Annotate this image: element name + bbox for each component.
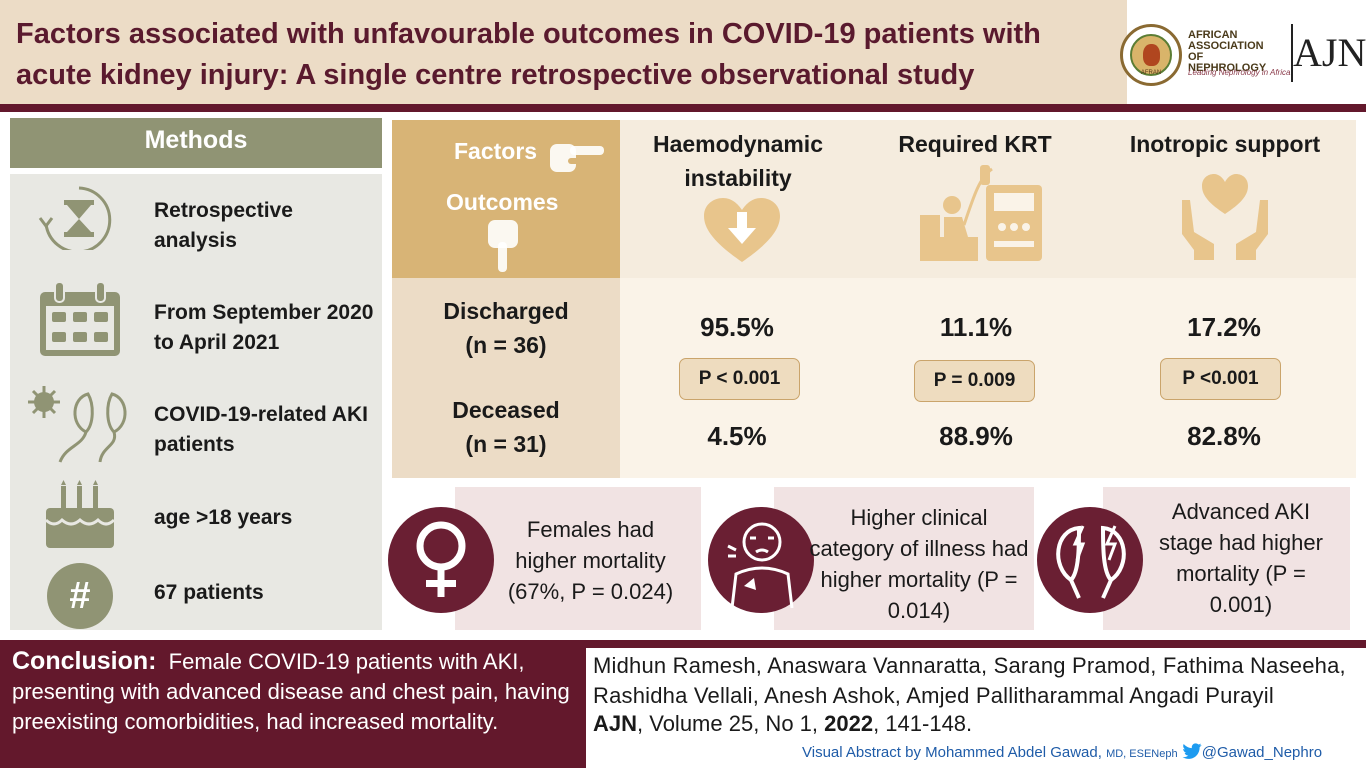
- female-symbol-icon: [416, 521, 466, 597]
- finding-clinical: Higher clinical category of illness had …: [809, 505, 1029, 623]
- deceased-haemodynamic-value: 4.5%: [707, 421, 767, 451]
- p-value-inotropic: P <0.001: [1160, 358, 1281, 400]
- deceased-inotropic-value: 82.8%: [1187, 421, 1261, 451]
- birthday-cake-icon: [44, 480, 116, 548]
- credit-handle: @Gawad_Nephro: [1201, 744, 1323, 761]
- methods-heading: Methods: [10, 118, 382, 168]
- outcomes-label: Outcomes: [446, 189, 559, 215]
- method-design: Retrospective analysis: [154, 199, 293, 252]
- reference-panel: [586, 640, 1366, 768]
- discharged-haemodynamic-value: 95.5%: [700, 312, 774, 342]
- dialysis-icon: [920, 165, 1042, 261]
- conclusion-label: Conclusion:: [12, 647, 157, 675]
- authors: Midhun Ramesh, Anaswara Vannaratta, Sara…: [593, 653, 1346, 708]
- society-tagline: Leading Nephrology in Africa: [1188, 68, 1291, 77]
- group-deceased-label: Deceased: [452, 397, 560, 423]
- citation-journal: AJN: [593, 711, 638, 736]
- method-age: age >18 years: [154, 506, 293, 529]
- journal-logo: AJN: [1291, 24, 1366, 82]
- column-label-krt: Required KRT: [898, 131, 1052, 157]
- method-sample: 67 patients: [154, 581, 264, 604]
- pointing-hand-down-icon: [488, 220, 518, 272]
- group-discharged: Discharged (n = 36): [400, 294, 612, 362]
- conclusion-panel: [0, 640, 586, 768]
- deceased-krt-value: 88.9%: [939, 421, 1013, 451]
- discharged-inotropic-value: 17.2%: [1187, 312, 1261, 342]
- group-deceased: Deceased (n = 31): [400, 393, 612, 461]
- methods-panel: [10, 174, 382, 630]
- group-deceased-n: (n = 31): [465, 431, 547, 457]
- finding-card-female: [455, 487, 701, 630]
- group-discharged-label: Discharged: [443, 298, 569, 324]
- conclusion: Conclusion: Female COVID-19 patients wit…: [12, 646, 582, 737]
- column-label-haemodynamic: Haemodynamic instability: [652, 131, 823, 191]
- kidney-seal-icon: [1143, 44, 1160, 66]
- finding-aki: Advanced AKI stage had higher mortality …: [1159, 499, 1323, 617]
- heart-down-arrow-icon: [704, 198, 780, 262]
- column-label-inotropic: Inotropic support: [1129, 131, 1321, 157]
- group-labels-cell: [392, 278, 620, 478]
- credit: Visual Abstract by Mohammed Abdel Gawad,…: [802, 743, 1322, 761]
- page-title: Factors associated with unfavourable out…: [16, 18, 1041, 91]
- calendar-icon: [40, 282, 120, 356]
- patient-chest-pain-icon: [727, 522, 794, 608]
- group-discharged-n: (n = 36): [465, 332, 547, 358]
- finding-card-clinical: [774, 487, 1034, 630]
- title-banner: Factors associated with unfavourable out…: [0, 0, 1127, 104]
- svg-text:#: #: [69, 575, 90, 617]
- aan-seal-logo: AFRAN: [1120, 24, 1182, 86]
- kidneys-icon: [1056, 525, 1126, 599]
- credit-text: Visual Abstract by Mohammed Abdel Gawad,: [802, 744, 1102, 761]
- hash-icon: #: [47, 563, 113, 629]
- conclusion-text: Female COVID-19 patients with AKI, prese…: [12, 649, 570, 734]
- finding-female: Females had higher mortality (67%, P = 0…: [507, 517, 674, 604]
- society-name: AFRICAN ASSOCIATION OF NEPHROLOGY: [1188, 29, 1267, 74]
- citation-volume: , Volume 25, No 1,: [637, 711, 825, 736]
- factors-label: Factors: [454, 138, 538, 164]
- virus-kidney-icon: [28, 386, 127, 463]
- pointing-hand-right-icon: [550, 144, 604, 172]
- discharged-krt-value: 11.1%: [939, 312, 1013, 342]
- hands-heart-icon: [1182, 174, 1268, 260]
- citation-year: 2022: [824, 711, 874, 736]
- method-period: From September 2020 to April 2021: [154, 301, 374, 354]
- header-divider: [0, 104, 1366, 112]
- hourglass-icon: [38, 186, 112, 250]
- p-value-haemodynamic: P < 0.001: [679, 358, 800, 400]
- p-value-krt: P = 0.009: [914, 360, 1035, 402]
- africa-map-icon: [1130, 34, 1172, 76]
- finding-card-aki: [1103, 487, 1350, 630]
- method-population: COVID-19-related AKI patients: [154, 403, 368, 456]
- aan-seal-text: AFRAN: [1140, 70, 1162, 76]
- credit-degrees: MD, ESENeph: [1106, 748, 1178, 760]
- twitter-bird-icon: [1182, 743, 1202, 759]
- citation-pages: , 141-148.: [873, 711, 973, 736]
- citation: AJN, Volume 25, No 1, 2022, 141-148.: [593, 711, 972, 737]
